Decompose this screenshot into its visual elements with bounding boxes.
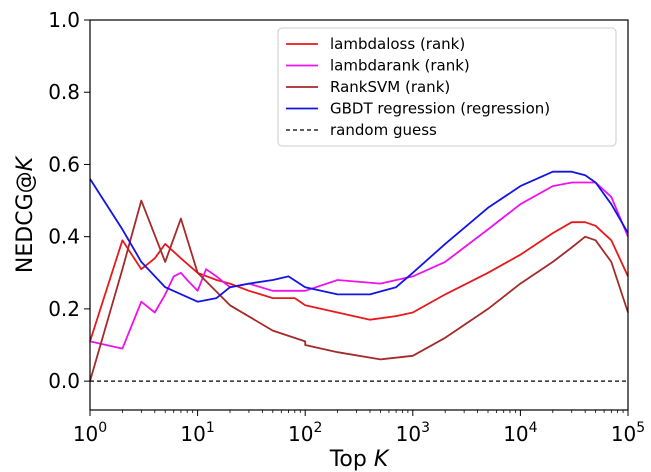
series-line-1 — [89, 221, 629, 342]
series-line-4 — [89, 170, 629, 303]
y-axis-label-var: K — [13, 155, 38, 171]
y-tick-label-1: 0.2 — [48, 297, 80, 321]
series-layer — [89, 170, 629, 382]
plot-frame — [89, 19, 629, 411]
x-axis-label-text: Top — [329, 447, 374, 472]
y-tick-label-4: 0.8 — [48, 80, 80, 104]
y-tick-label-5: 1.0 — [48, 8, 80, 32]
x-tick-label-4: 104 — [503, 420, 537, 446]
y-axis-label-text: NEDCG@ — [13, 171, 38, 273]
y-axis-label: NEDCG@K — [13, 155, 38, 273]
legend-label-4: GBDT regression (regression) — [330, 100, 550, 118]
x-tick-label-2: 102 — [288, 420, 322, 446]
y-tick-label-2: 0.4 — [48, 225, 80, 249]
series-line-3 — [89, 199, 629, 382]
x-axis-label-var: K — [374, 447, 390, 472]
x-tick-label-0: 100 — [73, 420, 107, 446]
x-tick-label-1: 101 — [180, 420, 214, 446]
legend-label-2: lambdarank (rank) — [330, 57, 470, 75]
x-axis-label: Top K — [329, 447, 390, 472]
series-line-2 — [89, 181, 629, 350]
legend-label-1: lambdaloss (rank) — [330, 35, 465, 53]
legend: lambdaloss (rank) lambdarank (rank) RankSV… — [277, 27, 617, 147]
legend-label-5: random guess — [330, 121, 437, 139]
y-tick-label-0: 0.0 — [48, 369, 80, 393]
x-tick-label-5: 105 — [611, 420, 645, 446]
y-tick-label-3: 0.6 — [48, 152, 80, 176]
legend-label-3: RankSVM (rank) — [330, 78, 450, 96]
legend-frame — [277, 27, 617, 147]
ticks-layer: 100 101 102 103 104 105 0.0 0.2 0.4 0.6 0.8 1.0 — [48, 8, 645, 446]
x-tick-label-3: 103 — [396, 420, 430, 446]
